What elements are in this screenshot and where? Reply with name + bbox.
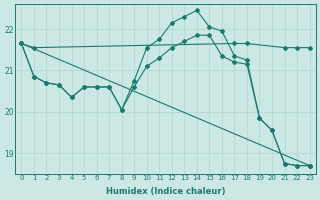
X-axis label: Humidex (Indice chaleur): Humidex (Indice chaleur) [106,187,225,196]
